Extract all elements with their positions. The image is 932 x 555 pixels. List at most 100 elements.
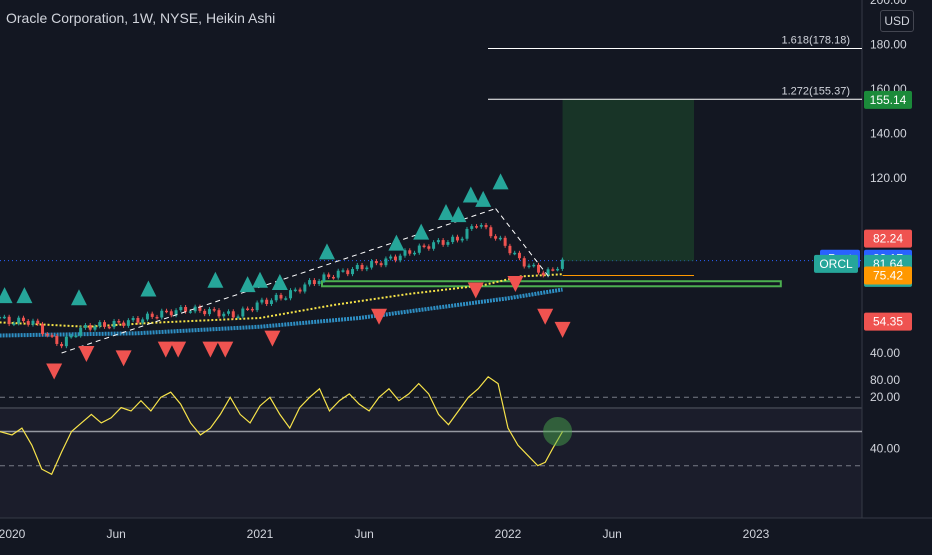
candle-body xyxy=(441,240,445,245)
currency-button[interactable]: USD xyxy=(880,10,914,32)
candle-body xyxy=(541,272,545,276)
sell-signal xyxy=(115,350,132,367)
x-tick-label: Jun xyxy=(602,527,621,541)
candle-body xyxy=(532,264,536,267)
candle-body xyxy=(503,237,507,246)
candle-body xyxy=(174,310,178,316)
x-tick-label: 2021 xyxy=(247,527,274,541)
candle-body xyxy=(60,343,64,347)
buy-signal xyxy=(70,289,87,306)
candle-body xyxy=(413,252,417,255)
candle-body xyxy=(36,320,40,324)
buy-signal xyxy=(475,190,492,207)
candle-body xyxy=(241,308,245,317)
candle-body xyxy=(141,319,145,323)
buy-signal xyxy=(252,271,268,288)
buy-signal xyxy=(0,287,13,304)
ma-slow-line xyxy=(0,287,563,338)
candle-body xyxy=(494,236,498,239)
candle-body xyxy=(351,269,355,275)
candle-body xyxy=(83,325,87,328)
candle-body xyxy=(55,335,59,344)
buy-signal xyxy=(413,223,430,240)
price-label: 54.35 xyxy=(873,315,903,329)
candle-body xyxy=(7,316,11,325)
x-tick-label: 2020 xyxy=(0,527,26,541)
candle-body xyxy=(389,256,393,259)
y-tick-label: 20.00 xyxy=(870,390,900,404)
candle-body xyxy=(436,240,440,243)
support-zone xyxy=(321,280,782,288)
candle-body xyxy=(150,313,154,317)
buy-signal xyxy=(140,280,157,297)
candle-body xyxy=(451,236,455,243)
candle-body xyxy=(455,236,459,241)
fib-label: 1.272(155.37) xyxy=(782,85,851,97)
candle-body xyxy=(45,334,49,336)
buy-signal xyxy=(462,186,479,203)
sell-signal xyxy=(78,346,95,362)
candle-body xyxy=(370,261,374,268)
buy-signal xyxy=(438,203,454,220)
candle-body xyxy=(312,280,316,285)
candle-body xyxy=(88,325,92,330)
candle-body xyxy=(522,258,526,267)
buy-signal xyxy=(318,243,335,260)
sell-signal xyxy=(554,321,571,338)
y-tick-label: 180.00 xyxy=(870,38,907,52)
x-tick-label: 2022 xyxy=(495,527,522,541)
candle-body xyxy=(479,225,483,227)
rsi-highlight-circle xyxy=(543,417,573,446)
ma-fast-line xyxy=(0,273,563,328)
candle-body xyxy=(79,327,83,336)
y-tick-label: 200.00 xyxy=(870,0,907,7)
buy-signal xyxy=(16,287,33,304)
candle-body xyxy=(155,316,159,319)
candle-body xyxy=(126,320,130,326)
candle-body xyxy=(537,264,541,273)
candle-body xyxy=(508,245,512,254)
candle-body xyxy=(298,289,302,292)
buy-signal xyxy=(492,173,509,190)
candle-body xyxy=(50,335,54,337)
price-label-bg xyxy=(864,312,912,331)
price-label: 155.14 xyxy=(870,93,907,107)
candle-body xyxy=(279,294,283,299)
candle-body xyxy=(98,322,102,327)
candle-body xyxy=(327,274,331,277)
candle-body xyxy=(227,311,231,314)
price-label: 75.42 xyxy=(873,269,903,283)
candle-body xyxy=(446,242,450,245)
candle-body xyxy=(0,316,2,319)
candle-body xyxy=(303,284,307,292)
candle-body xyxy=(341,270,345,272)
candle-body xyxy=(556,268,560,271)
candle-body xyxy=(250,308,254,311)
price-label: 82.24 xyxy=(873,232,903,246)
candle-body xyxy=(17,317,21,324)
candle-body xyxy=(408,250,412,254)
candle-body xyxy=(560,259,564,269)
candle-body xyxy=(269,300,273,305)
sell-signal xyxy=(46,363,63,380)
candle-body xyxy=(217,310,221,317)
chart-title: Oracle Corporation, 1W, NYSE, Heikin Ash… xyxy=(6,10,276,26)
candle-body xyxy=(260,299,264,303)
candle-body xyxy=(255,302,259,311)
sell-signal xyxy=(507,275,524,292)
candle-body xyxy=(498,237,502,240)
candle-body xyxy=(136,317,140,323)
sell-signal xyxy=(202,341,219,358)
sell-signal xyxy=(537,308,554,325)
candle-body xyxy=(398,255,402,261)
candle-body xyxy=(379,263,383,266)
candle-body xyxy=(145,313,149,320)
candle-body xyxy=(527,265,531,268)
buy-signal xyxy=(388,234,405,251)
candle-body xyxy=(308,280,312,285)
candle-body xyxy=(284,298,288,300)
buy-signal xyxy=(207,271,224,288)
candle-body xyxy=(374,261,378,264)
